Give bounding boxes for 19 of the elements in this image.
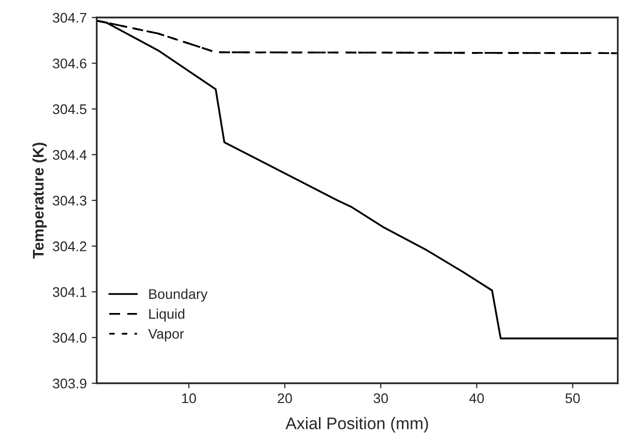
- y-tick-label: 304.6: [52, 58, 86, 68]
- legend-label: Liquid: [149, 308, 184, 322]
- y-tick-label: 304.4: [52, 150, 87, 160]
- y-tick-label: 304.3: [52, 196, 86, 206]
- y-tick-label: 304.2: [52, 241, 86, 252]
- x-tick-label: 10: [182, 393, 196, 404]
- legend-label: Boundary: [149, 288, 208, 302]
- x-tick-label: 30: [374, 393, 388, 404]
- x-tick-label: 50: [565, 393, 580, 404]
- y-tick-label: 304.7: [52, 12, 86, 23]
- y-tick-label: 303.9: [52, 378, 86, 388]
- y-tick-label: 304.0: [52, 332, 86, 343]
- x-axis-title: Axial Position (mm): [286, 417, 428, 433]
- y-tick-label: 304.1: [52, 287, 86, 297]
- y-axis-title: Temperature (K): [32, 142, 47, 259]
- y-tick-label: 304.5: [52, 104, 86, 114]
- x-tick-label: 20: [278, 393, 292, 404]
- legend-label: Vapor: [148, 329, 184, 342]
- x-tick-label: 40: [469, 393, 484, 404]
